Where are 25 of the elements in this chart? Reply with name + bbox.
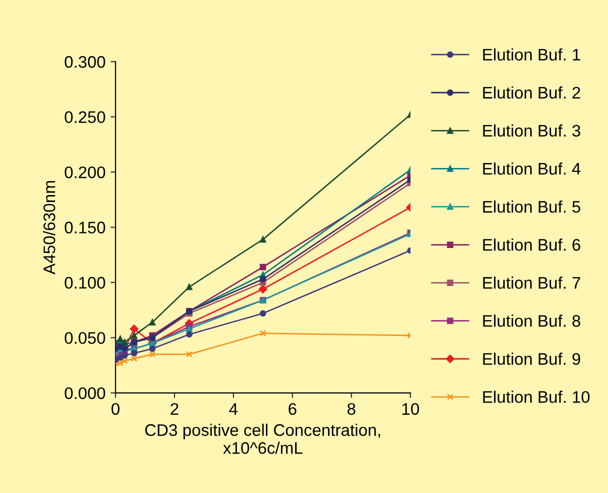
legend-label: Elution Buf. 4 <box>483 162 580 175</box>
x-axis-title: CD3 positive cell Concentration, x10^6c/mL <box>145 424 380 454</box>
x-tick-label: 6 <box>288 403 296 415</box>
x-tick-label: 10 <box>402 403 420 415</box>
legend-label: Elution Buf. 7 <box>483 276 580 289</box>
legend-label: Elution Buf. 2 <box>483 86 580 99</box>
y-axis-title: A450/630nm <box>43 181 56 274</box>
legend-label: Elution Buf. 8 <box>483 314 580 327</box>
legend-label: Elution Buf. 6 <box>483 238 580 251</box>
x-tick-label: 0 <box>112 403 120 415</box>
x-tick-label: 8 <box>348 403 356 415</box>
legend-label: Elution Buf. 9 <box>483 352 580 365</box>
y-tick-label: 0.050 <box>64 332 106 344</box>
x-tick-label: 2 <box>170 403 178 415</box>
y-tick-label: 0.100 <box>64 276 106 289</box>
y-tick-label: 0.000 <box>64 387 106 400</box>
y-tick-label: 0.200 <box>64 166 106 178</box>
legend-label: Elution Buf. 5 <box>483 200 580 213</box>
legend-label: Elution Buf. 3 <box>483 124 580 137</box>
y-tick-label: 0.150 <box>64 222 106 234</box>
legend-label: Elution Buf. 10 <box>483 390 590 403</box>
legend-label: Elution Buf. 1 <box>483 48 580 61</box>
y-tick-label: 0.300 <box>64 56 106 68</box>
y-tick-label: 0.250 <box>64 111 106 124</box>
x-tick-label: 4 <box>229 403 238 415</box>
